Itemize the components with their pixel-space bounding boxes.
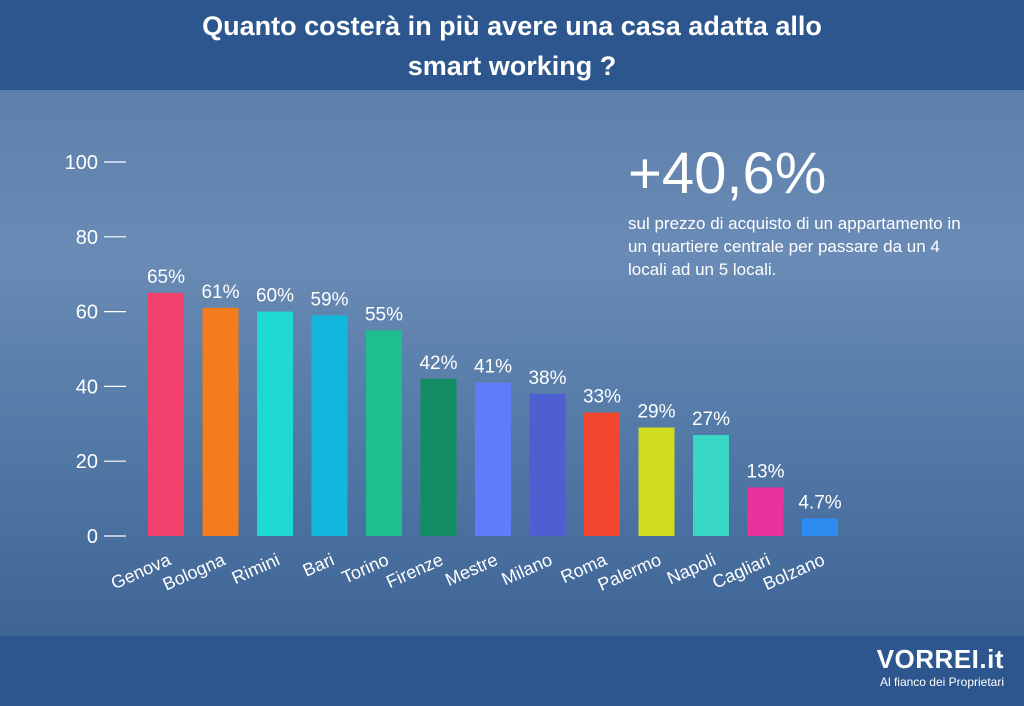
title-line-1: Quanto costerà in più avere una casa ada… <box>202 11 822 41</box>
footer-band: VORREI.it Al fianco dei Proprietari <box>0 636 1024 706</box>
bar <box>747 487 784 536</box>
bar-value-label: 33% <box>583 387 621 408</box>
brand-logo[interactable]: VORREI.it Al fianco dei Proprietari <box>877 644 1004 690</box>
x-tick-label: Bolzano <box>760 549 828 594</box>
bars <box>148 292 838 536</box>
y-tick-label: 0 <box>87 526 98 548</box>
x-tick-label: Torino <box>339 549 392 587</box>
bar <box>638 427 675 536</box>
bar-value-label: 4.7% <box>798 492 841 513</box>
header-band: Quanto costerà in più avere una casa ada… <box>0 0 1024 90</box>
bar-value-label: 27% <box>692 409 730 430</box>
bar <box>311 315 348 536</box>
y-tick-label: 80 <box>76 227 98 249</box>
bar-value-label: 65% <box>147 267 185 288</box>
bar-value-label: 42% <box>419 353 457 374</box>
x-tick-label: Milano <box>499 549 556 589</box>
bar <box>529 393 566 536</box>
x-tick-label: Rimini <box>229 549 283 588</box>
bar <box>202 307 239 536</box>
bar <box>584 412 620 536</box>
callout-figure: +40,6% <box>628 141 827 206</box>
x-tick-label: Firenze <box>383 549 446 592</box>
bar <box>693 435 729 536</box>
bar <box>148 292 184 536</box>
y-tick-label: 40 <box>76 376 98 398</box>
y-tick-label: 20 <box>76 451 98 473</box>
y-axis: 0 20 40 60 80 100 <box>65 152 126 548</box>
bar-value-label: 55% <box>365 304 403 325</box>
bar-value-label: 60% <box>256 286 294 307</box>
x-tick-label: Mestre <box>442 549 500 590</box>
brand-tagline: Al fianco dei Proprietari <box>879 675 1004 689</box>
bar <box>475 382 511 536</box>
x-tick-label: Bari <box>300 549 337 580</box>
page-title: Quanto costerà in più avere una casa ada… <box>80 6 944 86</box>
bar <box>257 311 293 536</box>
bar-value-label: 13% <box>746 461 784 482</box>
bar <box>802 518 838 536</box>
x-tick-label: Palermo <box>595 549 664 595</box>
bar-value-label: 29% <box>637 402 675 423</box>
bar <box>366 330 402 536</box>
bar <box>420 378 457 536</box>
bar-value-label: 59% <box>310 289 348 310</box>
bar-value-label: 41% <box>474 357 512 378</box>
y-tick-label: 60 <box>76 302 98 324</box>
title-line-2: smart working ? <box>407 51 617 81</box>
x-tick-label: Napoli <box>664 549 719 588</box>
bar-value-label: 38% <box>528 368 566 389</box>
x-tick-label: Bologna <box>160 549 229 595</box>
brand-name: VORREI.it <box>876 644 1004 674</box>
bar-value-label: 61% <box>201 282 239 303</box>
value-labels: 65% 61% 60% 59% 55% 42% 41% 38% 33% 29% 27% 13% 4.7% <box>147 267 842 514</box>
highlight-callout: +40,6% sul prezzo di acquisto di un appa… <box>628 140 968 281</box>
callout-description: sul prezzo di acquisto di un appartament… <box>628 214 961 279</box>
y-tick-label: 100 <box>65 152 98 174</box>
